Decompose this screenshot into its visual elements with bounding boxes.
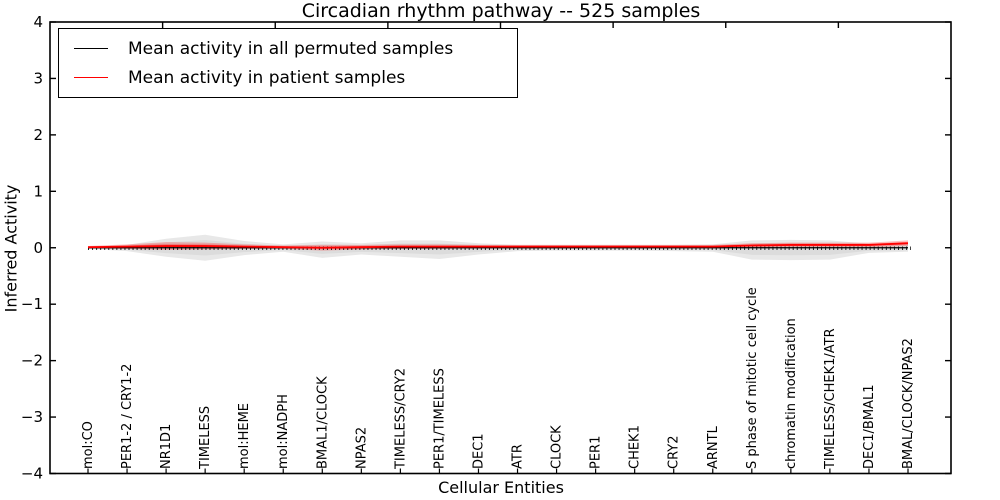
y-tick-label: −3 [21, 408, 43, 426]
x-tick-label: chromatin modification [784, 318, 799, 469]
x-tick-label: DEC1 [471, 433, 486, 469]
x-tick-label: TIMELESS/CHEK1/ATR [823, 328, 838, 470]
y-tick-label: −1 [21, 295, 43, 313]
y-tick-label: −4 [21, 465, 43, 483]
patient-mean-line [87, 242, 909, 249]
y-tick-label: 0 [33, 239, 43, 257]
x-tick-label: PER1/TIMELESS [432, 368, 447, 469]
x-tick-label: CRY2 [667, 436, 682, 470]
x-tick-label: CHEK1 [628, 425, 643, 469]
x-tick-label: PER1 [589, 436, 604, 469]
x-tick-label: NPAS2 [354, 427, 369, 469]
x-tick-label: CLOCK [550, 425, 565, 469]
x-tick-label: DEC1/BMAL1 [862, 385, 877, 470]
permuted-line-swatch [74, 48, 108, 49]
x-tick-label: NR1D1 [159, 424, 174, 469]
patient-line-swatch [74, 77, 108, 78]
x-tick-label: ARNTL [706, 425, 721, 469]
y-tick-label: 4 [33, 13, 43, 31]
x-tick-label: mol:CO [81, 421, 96, 469]
x-tick-label: mol:NADPH [276, 394, 291, 469]
legend-item: Mean activity in patient samples [59, 67, 517, 89]
x-tick-label: TIMELESS [198, 406, 213, 470]
y-tick-label: 2 [33, 126, 43, 144]
x-tick-label: ATR [511, 444, 526, 469]
legend-item: Mean activity in all permuted samples [59, 38, 517, 60]
x-tick-label: mol:HEME [237, 403, 252, 469]
x-tick-label: PER1-2 / CRY1-2 [120, 364, 135, 469]
legend-label: Mean activity in all permuted samples [128, 38, 454, 59]
x-tick-label: BMAL1/CLOCK [315, 376, 330, 469]
y-axis-label: Inferred Activity [1, 184, 21, 313]
y-tick-label: −2 [21, 352, 43, 370]
x-tick-label: BMAL/CLOCK/NPAS2 [901, 338, 916, 469]
legend-label: Mean activity in patient samples [128, 67, 406, 88]
y-tick-label: 1 [33, 182, 43, 200]
legend: Mean activity in all permuted samples Me… [58, 28, 518, 98]
chart-title: Circadian rhythm pathway -- 525 samples [301, 0, 701, 22]
y-tick-label: 3 [33, 69, 43, 87]
x-tick-label: S phase of mitotic cell cycle [745, 287, 760, 469]
x-tick-label: TIMELESS/CRY2 [393, 368, 408, 470]
x-axis-label: Cellular Entities [438, 478, 564, 497]
